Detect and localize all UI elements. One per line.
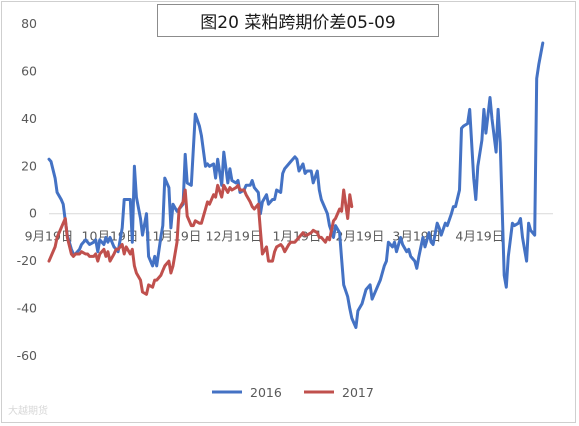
series-lines bbox=[47, 41, 545, 329]
y-tick-label: 0 bbox=[29, 206, 37, 221]
x-tick-label: 4月19日 bbox=[455, 229, 504, 244]
legend-label-2017: 2017 bbox=[342, 385, 374, 400]
x-tick-label: 9月19日 bbox=[25, 229, 74, 244]
y-tick-label: 20 bbox=[21, 158, 37, 173]
y-tick-label: 40 bbox=[21, 111, 37, 126]
y-tick-label: -20 bbox=[17, 253, 37, 268]
x-tick-label: 12月19日 bbox=[206, 229, 263, 244]
legend-label-2016: 2016 bbox=[250, 385, 282, 400]
x-tick-label: 2月19日 bbox=[336, 229, 385, 244]
y-axis-tick-labels: -60 -40 -20 0 20 40 60 80 bbox=[17, 16, 37, 363]
watermark: 大越期货 bbox=[8, 402, 48, 417]
y-tick-label: -60 bbox=[17, 348, 37, 363]
legend: 2016 2017 bbox=[212, 385, 374, 400]
series-line-2017 bbox=[47, 183, 354, 296]
x-tick-label: 11月19日 bbox=[145, 229, 202, 244]
chart-title-box: 图20 菜粕跨期价差05-09 bbox=[157, 4, 439, 37]
y-tick-label: 80 bbox=[21, 16, 37, 31]
watermark-text: 大越期货 bbox=[8, 406, 48, 417]
y-tick-label: 60 bbox=[21, 63, 37, 78]
y-tick-label: -40 bbox=[17, 301, 37, 316]
series-line-2016 bbox=[47, 41, 545, 329]
chart-title: 图20 菜粕跨期价差05-09 bbox=[200, 13, 396, 33]
